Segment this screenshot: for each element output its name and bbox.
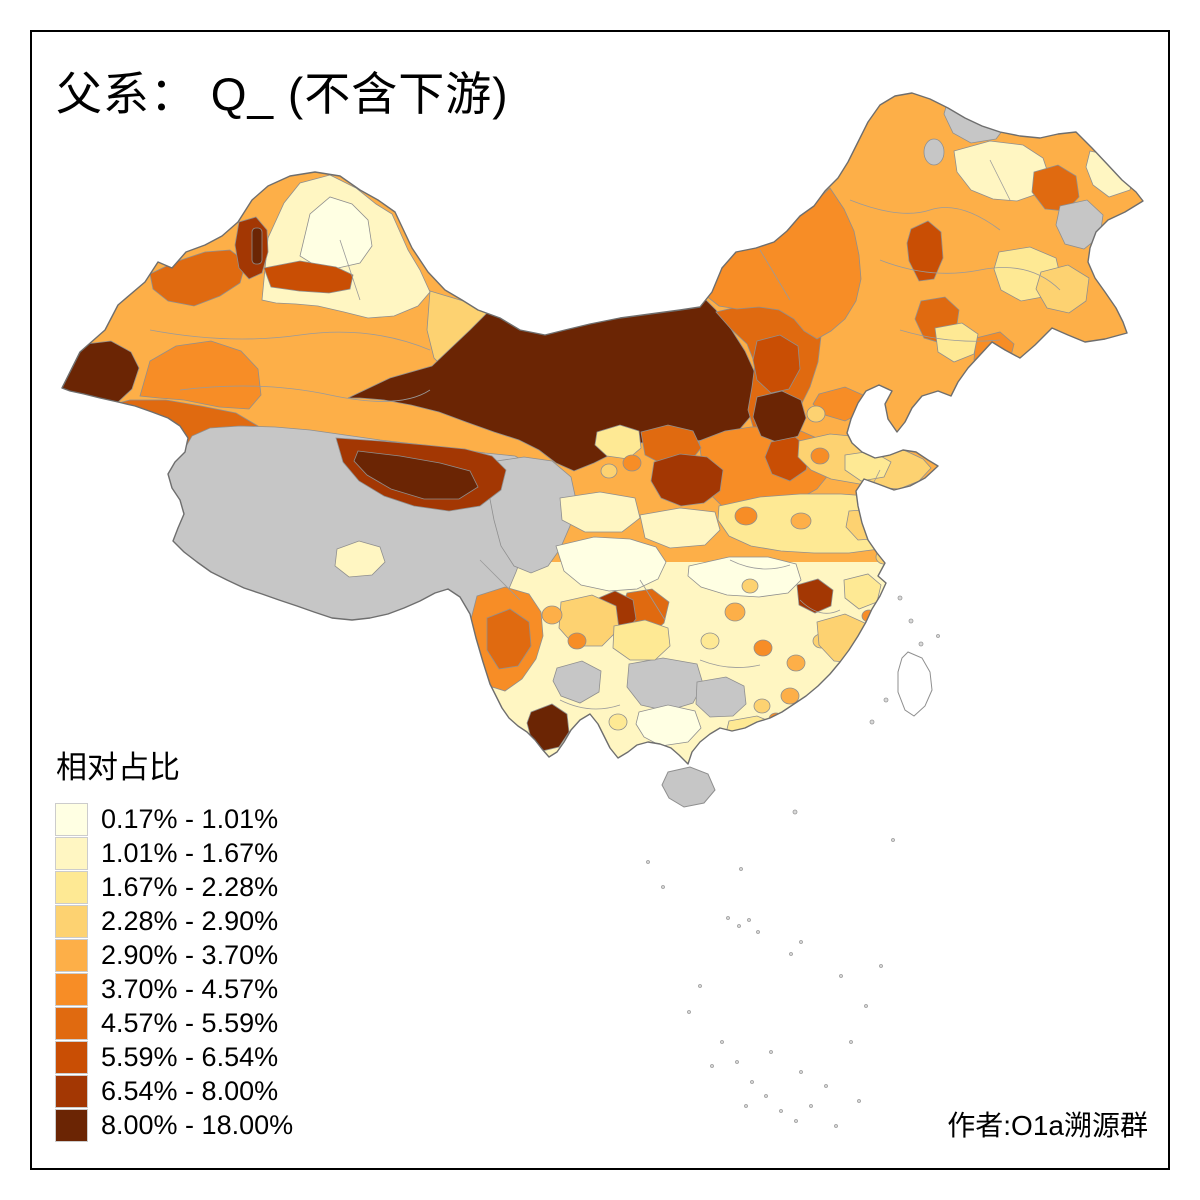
legend-swatch — [55, 803, 88, 836]
legend-label: 1.01% - 1.67% — [101, 838, 279, 868]
map-region — [608, 713, 628, 731]
map-region — [741, 578, 759, 594]
legend-row: 6.54% - 8.00% — [55, 1075, 293, 1108]
map-region — [251, 227, 263, 265]
legend-label: 6.54% - 8.00% — [101, 1076, 279, 1106]
legend-label: 4.57% - 5.59% — [101, 1008, 279, 1038]
map-region — [526, 703, 570, 752]
legend-row: 2.28% - 2.90% — [55, 905, 293, 938]
map-region — [752, 390, 807, 444]
map-region — [626, 657, 704, 712]
map-region — [139, 340, 262, 410]
map-region — [845, 507, 897, 541]
map-region — [780, 687, 800, 705]
map-region — [612, 619, 671, 661]
map-region — [486, 608, 532, 670]
map-region — [541, 605, 563, 625]
legend-label: 0.17% - 1.01% — [101, 804, 279, 834]
legend-label: 8.00% - 18.00% — [101, 1110, 294, 1140]
map-region — [724, 602, 746, 622]
taiwan-island — [897, 651, 933, 717]
map-region — [753, 698, 771, 714]
map-region — [555, 536, 667, 592]
map-region — [810, 447, 830, 465]
map-region — [687, 556, 802, 598]
map-region — [353, 450, 479, 500]
map-region — [622, 454, 642, 472]
legend-swatch — [55, 905, 88, 938]
map-region — [600, 463, 618, 479]
map-region — [906, 220, 944, 282]
map-region — [567, 632, 587, 650]
legend-row: 2.90% - 3.70% — [55, 939, 293, 972]
legend-row: 8.00% - 18.00% — [55, 1109, 294, 1142]
author-credit: 作者:O1a溯源群 — [947, 1110, 1148, 1141]
map-region — [639, 507, 721, 549]
legend-label: 1.67% - 2.28% — [101, 872, 279, 902]
legend-label: 3.70% - 4.57% — [101, 974, 279, 1004]
legend-row: 1.01% - 1.67% — [55, 837, 293, 870]
map-region — [695, 676, 747, 718]
map-region — [650, 453, 724, 507]
sea-islands — [646, 595, 940, 1128]
legend-row: 4.57% - 5.59% — [55, 1007, 293, 1040]
legend-items: 0.17% - 1.01% 1.01% - 1.67% 1.67% - 2.28… — [55, 803, 294, 1142]
map-region — [837, 683, 855, 699]
map-region — [786, 654, 806, 672]
legend-swatch — [55, 871, 88, 904]
hainan-island — [661, 766, 716, 808]
map-region — [790, 512, 812, 530]
map-region — [594, 424, 642, 460]
legend-swatch — [55, 1075, 88, 1108]
map-region — [806, 405, 826, 423]
legend-swatch — [55, 837, 88, 870]
legend-swatch — [55, 1007, 88, 1040]
map-region — [934, 322, 979, 363]
map-region — [752, 334, 801, 394]
legend-swatch — [55, 939, 88, 972]
map-region — [552, 660, 602, 704]
legend-row: 0.17% - 1.01% — [55, 803, 293, 836]
map-region — [559, 491, 641, 533]
legend-label: 5.59% - 6.54% — [101, 1042, 279, 1072]
legend-label: 2.28% - 2.90% — [101, 906, 279, 936]
map-title: 父系： Q_ (不含下游) — [56, 68, 509, 120]
map-region — [1035, 264, 1090, 314]
map-region — [923, 138, 945, 166]
legend: 相对占比 0.17% - 1.01% 1.01% - 1.67% 1.67% -… — [55, 742, 294, 1143]
map-region — [488, 456, 577, 574]
map-region — [848, 660, 868, 678]
national-border — [61, 92, 1144, 765]
legend-swatch — [55, 1041, 88, 1074]
legend-swatch — [55, 973, 88, 1006]
legend-title: 相对占比 — [56, 750, 180, 785]
legend-swatch — [55, 1109, 88, 1142]
legend-label: 2.90% - 3.70% — [101, 940, 279, 970]
map-region — [796, 578, 834, 614]
map-region — [700, 632, 720, 650]
map-region — [263, 260, 354, 294]
map-region — [334, 540, 386, 578]
legend-row: 5.59% - 6.54% — [55, 1041, 293, 1074]
map-region — [753, 639, 773, 657]
legend-row: 3.70% - 4.57% — [55, 973, 293, 1006]
map-region — [725, 715, 777, 749]
map-region — [734, 506, 758, 526]
map-region — [635, 704, 702, 747]
legend-row: 1.67% - 2.28% — [55, 871, 293, 904]
